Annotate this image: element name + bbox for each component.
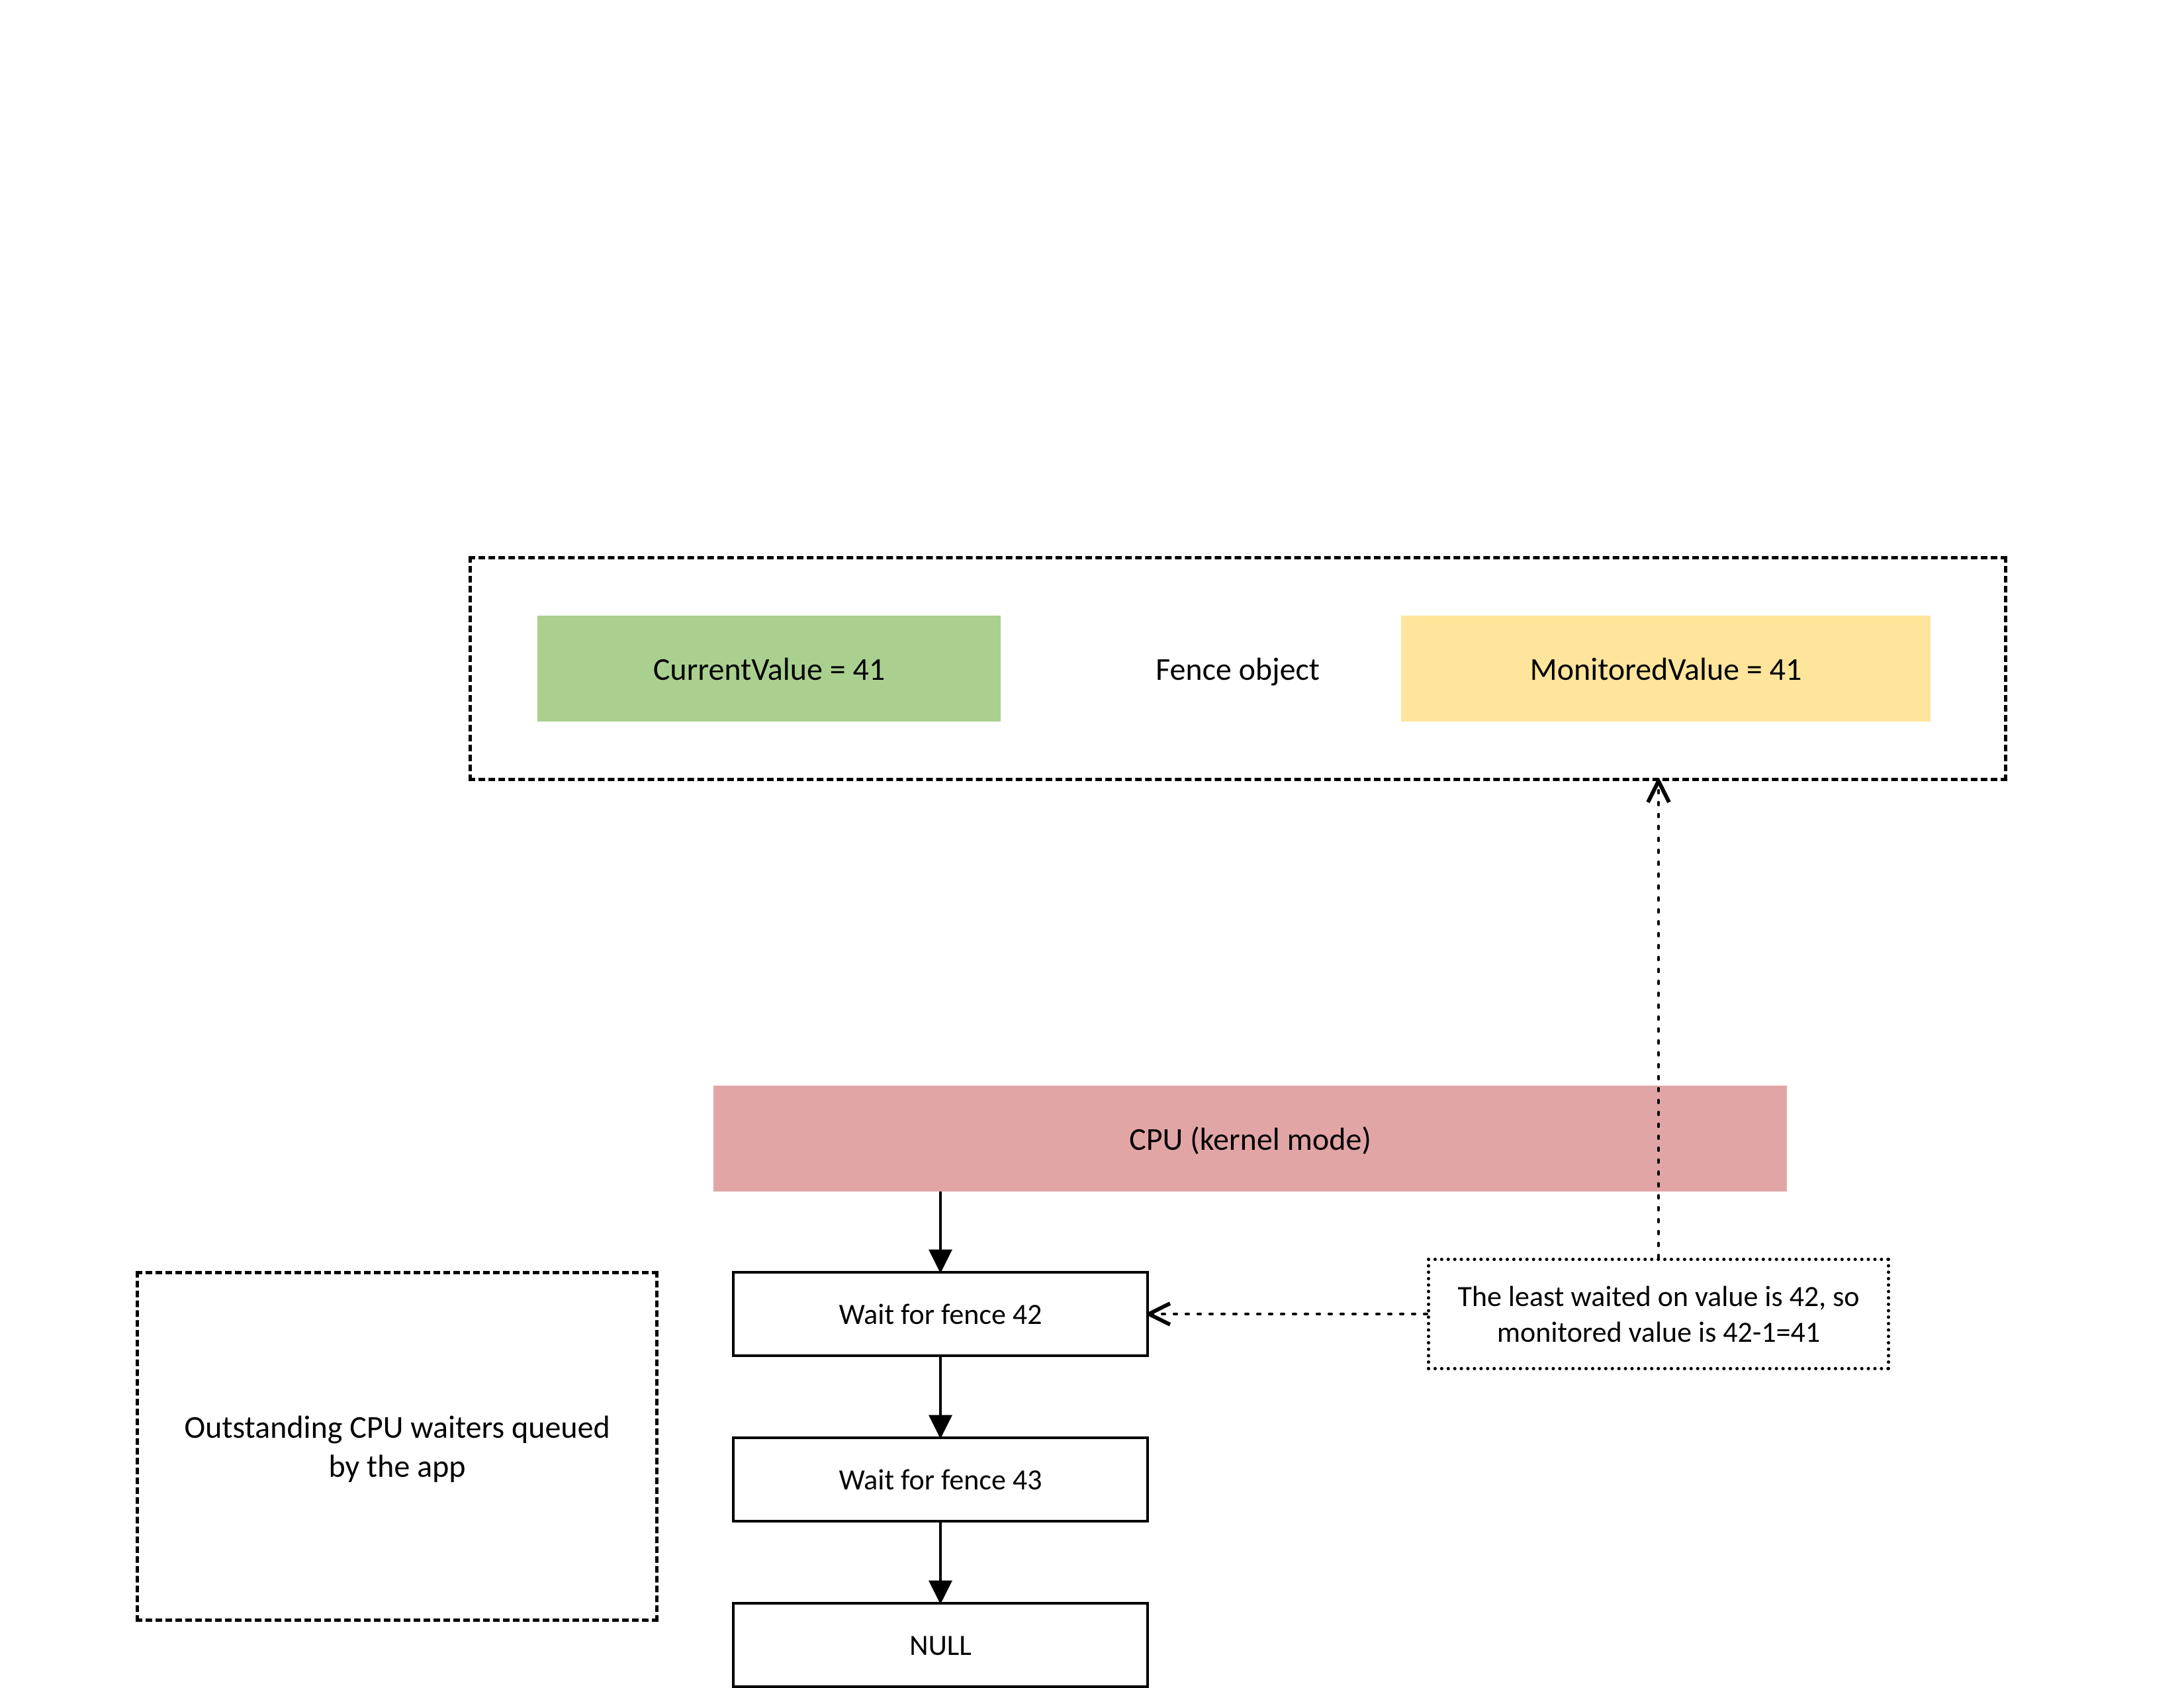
monitored-value-text: MonitoredValue = 41 bbox=[1530, 649, 1802, 688]
monitored-value-box: MonitoredValue = 41 bbox=[1401, 616, 1931, 722]
cpu-kernel-text: CPU (kernel mode) bbox=[1129, 1119, 1371, 1158]
fence-object-label: Fence object bbox=[1118, 642, 1357, 695]
diagram-canvas: Fence object CurrentValue = 41 Monitored… bbox=[0, 0, 2184, 1688]
cpu-waiters-box: Outstanding CPU waiters queued by the ap… bbox=[136, 1271, 659, 1622]
wait-fence-43-text: Wait for fence 43 bbox=[839, 1462, 1042, 1497]
current-value-text: CurrentValue = 41 bbox=[653, 649, 885, 688]
current-value-box: CurrentValue = 41 bbox=[537, 616, 1001, 722]
wait-fence-42-text: Wait for fence 42 bbox=[839, 1296, 1042, 1332]
cpu-kernel-bar: CPU (kernel mode) bbox=[713, 1086, 1787, 1192]
annotation-box: The least waited on value is 42, so moni… bbox=[1427, 1258, 1890, 1370]
cpu-waiters-text: Outstanding CPU waiters queued by the ap… bbox=[139, 1407, 655, 1485]
null-box: NULL bbox=[732, 1602, 1149, 1688]
fence-object-text: Fence object bbox=[1156, 649, 1320, 688]
wait-fence-43-box: Wait for fence 43 bbox=[732, 1436, 1149, 1523]
wait-fence-42-box: Wait for fence 42 bbox=[732, 1271, 1149, 1357]
null-text: NULL bbox=[909, 1627, 972, 1663]
annotation-text: The least waited on value is 42, so moni… bbox=[1430, 1278, 1887, 1350]
